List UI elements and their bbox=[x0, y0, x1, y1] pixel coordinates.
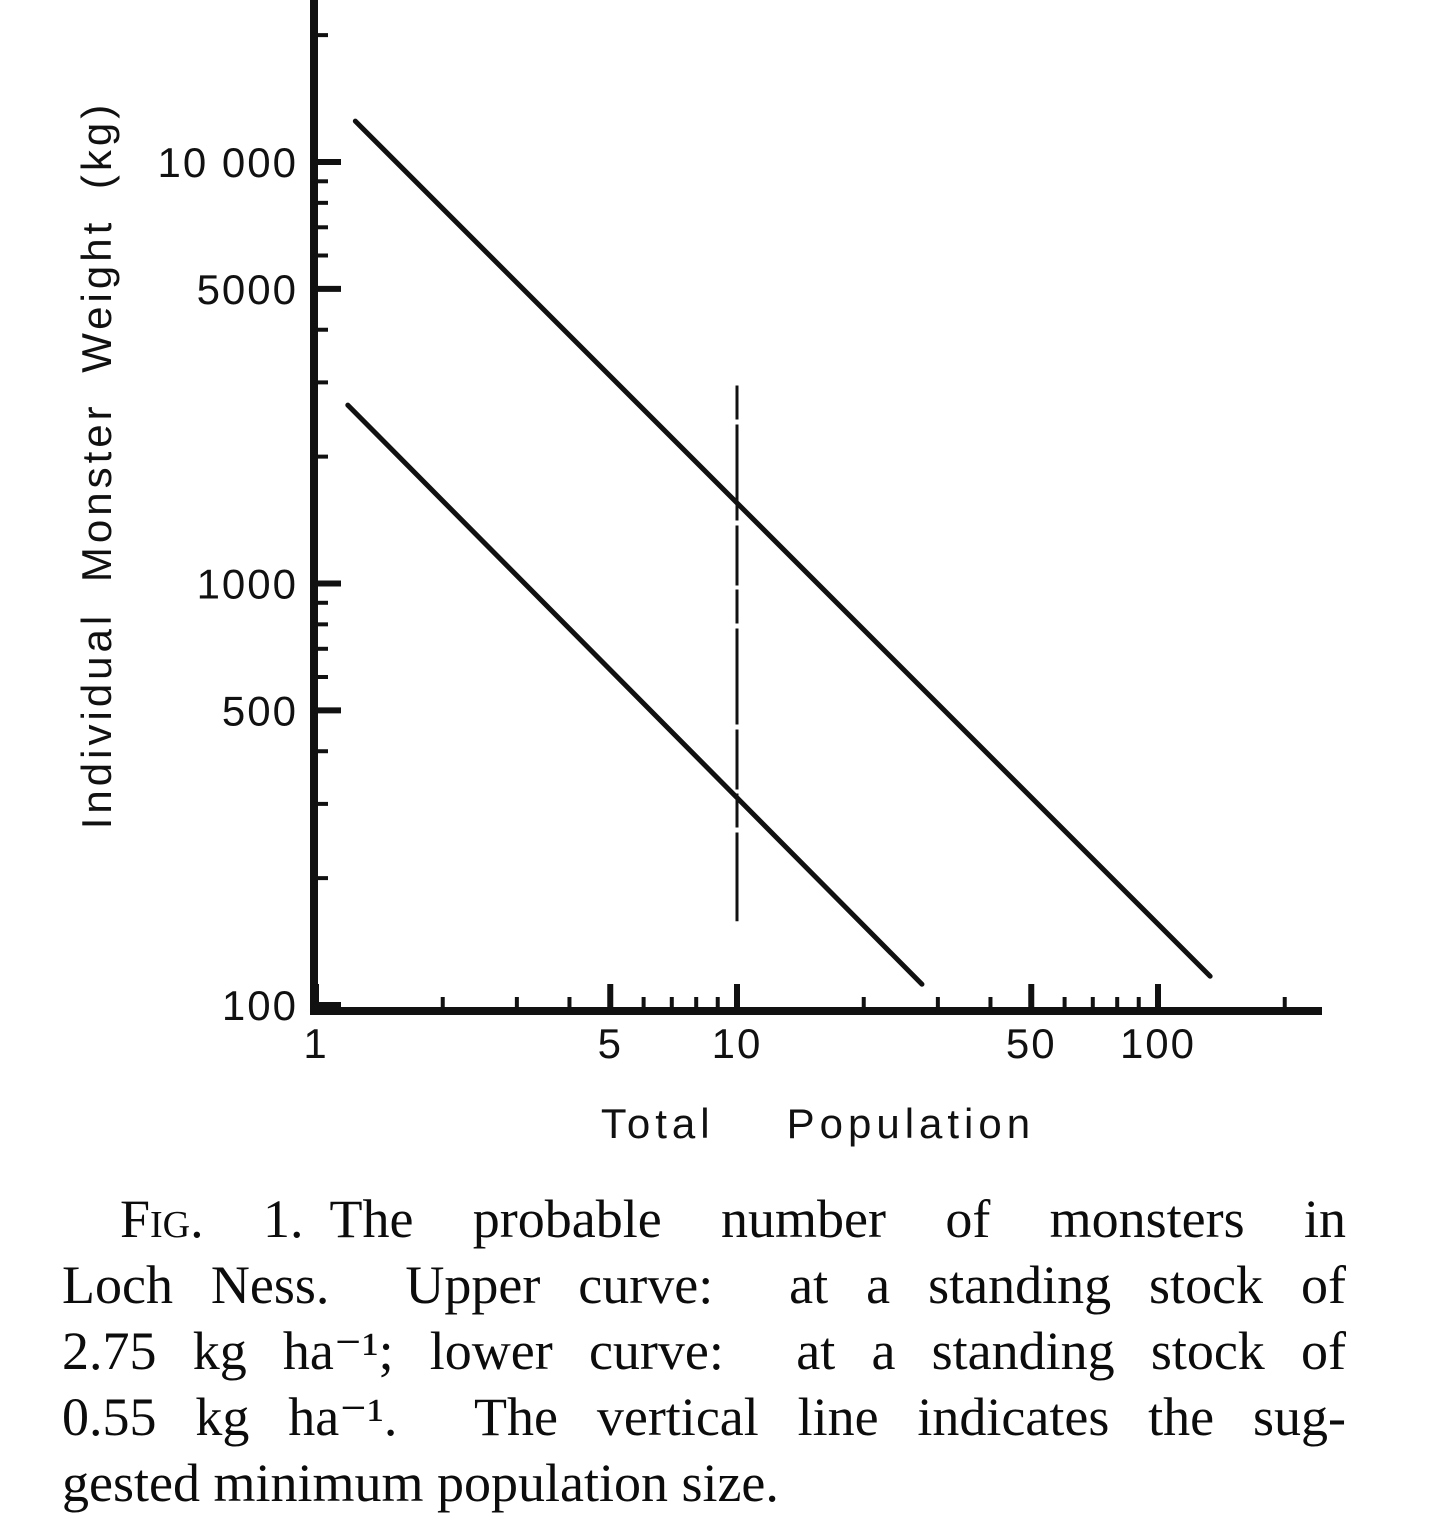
caption-line-2: Loch Ness. Upper curve: at a standing st… bbox=[62, 1255, 1346, 1315]
x-tick-label: 10 bbox=[712, 1020, 763, 1067]
x-axis-title-word-total: Total bbox=[600, 1100, 715, 1147]
figure-number-label: Fig. 1. bbox=[120, 1189, 304, 1249]
caption-line-1: Fig. 1. The probable number of monsters i… bbox=[62, 1186, 1346, 1252]
x-tick-label: 1 bbox=[303, 1020, 328, 1067]
caption-line-4: 0.55 kg ha⁻¹. The vertical line indicate… bbox=[62, 1387, 1346, 1447]
y-tick-label: 10 000 bbox=[158, 139, 298, 186]
caption-line-3: 2.75 kg ha⁻¹; lower curve: at a standing… bbox=[62, 1321, 1346, 1381]
x-tick-label: 5 bbox=[598, 1020, 623, 1067]
upper-curve-line bbox=[352, 118, 1213, 979]
caption-line-5: gested minimum population size. bbox=[62, 1453, 779, 1513]
figure-caption: Fig. 1. The probable number of monsters i… bbox=[62, 1186, 1346, 1516]
y-axis-title: Individual Monster Weight (kg) bbox=[73, 100, 120, 830]
x-tick-label: 100 bbox=[1120, 1020, 1196, 1067]
y-tick-label: 1000 bbox=[197, 561, 298, 608]
y-tick-label: 5000 bbox=[197, 266, 298, 313]
lower-curve-line bbox=[345, 402, 925, 987]
y-tick-label: 500 bbox=[222, 687, 298, 734]
y-tick-label: 100 bbox=[222, 982, 298, 1029]
x-axis-title-word-population: Population bbox=[786, 1100, 1036, 1147]
x-axis-title: Total Population bbox=[314, 1100, 1322, 1148]
caption-line-1-text: The probable number of monsters in bbox=[329, 1189, 1346, 1249]
x-tick-label: 50 bbox=[1006, 1020, 1057, 1067]
